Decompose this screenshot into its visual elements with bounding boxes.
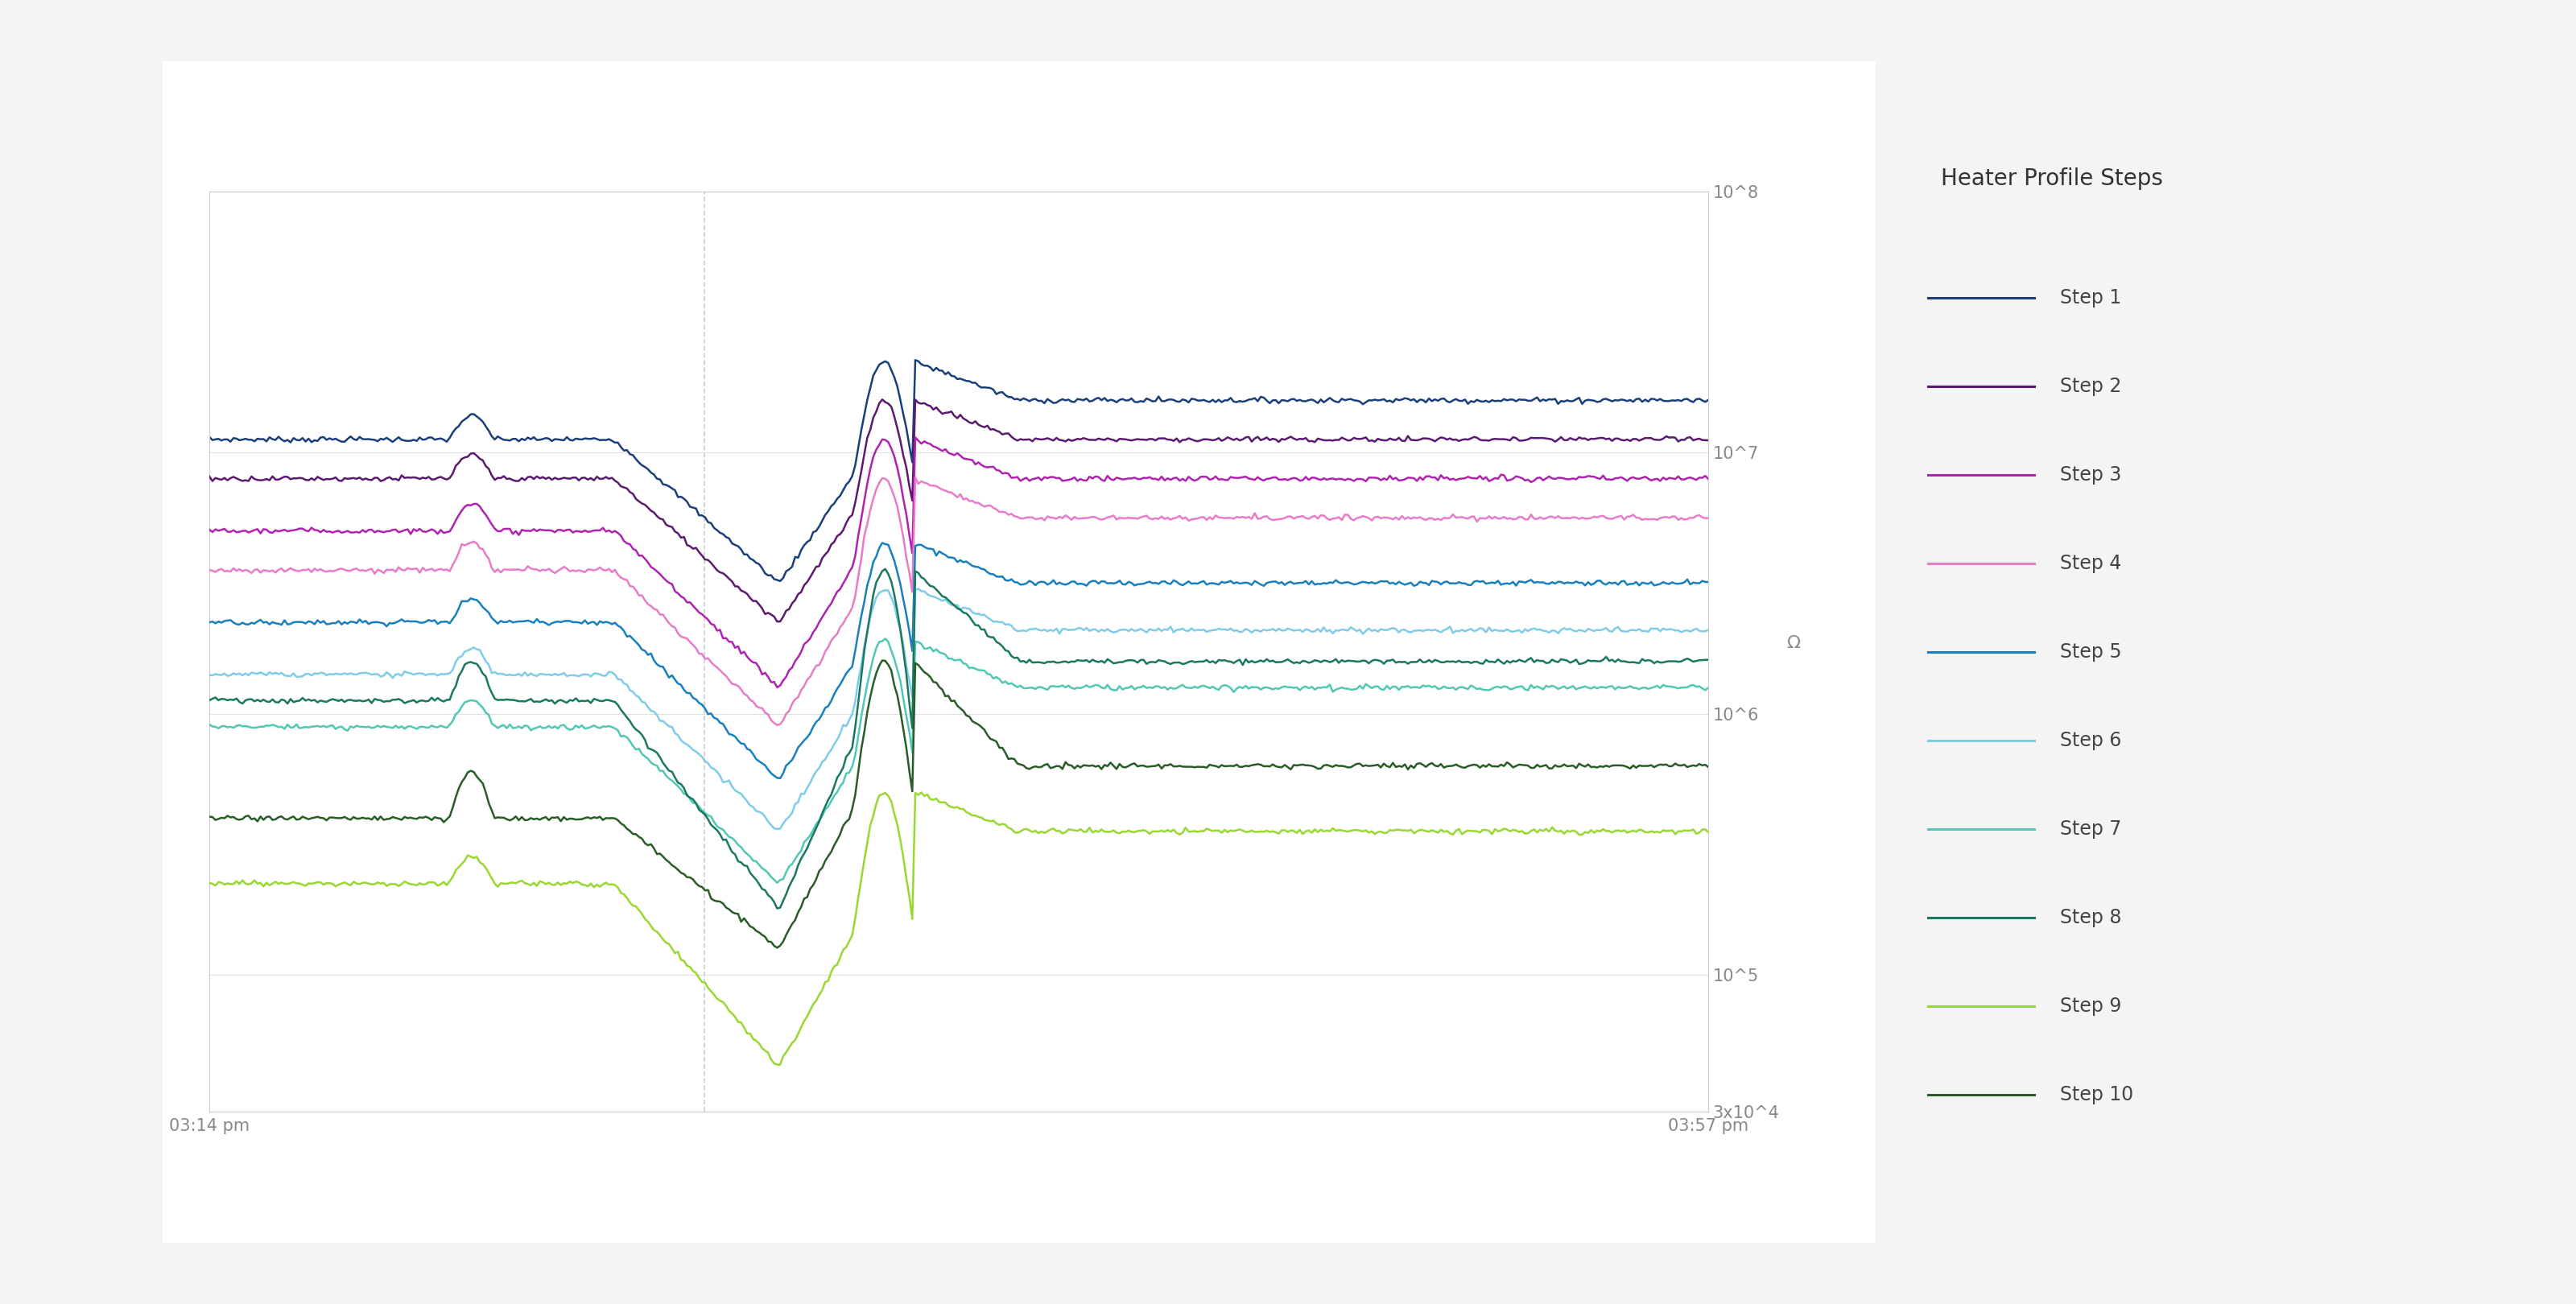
Y-axis label: Ω: Ω — [1785, 635, 1801, 652]
Text: Heater Profile Steps: Heater Profile Steps — [1942, 168, 2164, 190]
Text: Step 10: Step 10 — [2061, 1085, 2133, 1104]
Text: Step 2: Step 2 — [2061, 377, 2123, 396]
Text: Step 7: Step 7 — [2061, 819, 2123, 838]
Text: Step 5: Step 5 — [2061, 643, 2123, 661]
Text: Step 4: Step 4 — [2061, 554, 2123, 572]
Text: Step 6: Step 6 — [2061, 732, 2123, 750]
Text: Step 3: Step 3 — [2061, 466, 2123, 485]
Text: Step 1: Step 1 — [2061, 288, 2123, 308]
Text: Step 9: Step 9 — [2061, 996, 2123, 1016]
Text: Step 8: Step 8 — [2061, 908, 2123, 927]
